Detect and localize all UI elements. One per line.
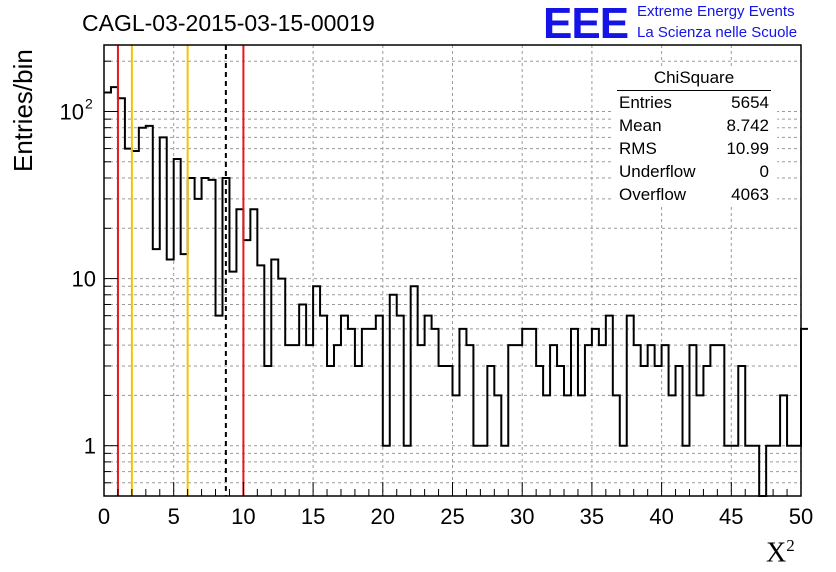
run-title: CAGL-03-2015-03-15-00019 (82, 10, 375, 36)
x-tick-label: 10 (231, 504, 255, 529)
stat-label: Mean (619, 116, 662, 135)
x-tick-label: 5 (168, 504, 180, 529)
x-tick-label: 25 (440, 504, 464, 529)
x-tick-label: 0 (98, 504, 110, 529)
eee-logo: EEE (543, 0, 629, 48)
x-tick-label: 40 (649, 504, 673, 529)
stat-value: 4063 (731, 185, 769, 204)
stat-row-overflow: Overflow 4063 (611, 183, 777, 206)
stat-value: 0 (759, 162, 769, 181)
histogram-steps (104, 86, 808, 497)
stat-row-mean: Mean 8.742 (611, 114, 777, 137)
y-axis-label: Entries/bin (8, 49, 38, 172)
x-tick-label: 45 (719, 504, 743, 529)
stat-label: RMS (619, 139, 657, 158)
y-tick-label: 10 (60, 99, 84, 124)
stat-label: Entries (619, 93, 672, 112)
stats-box: ChiSquare Entries 5654 Mean 8.742 RMS 10.99… (611, 66, 777, 206)
x-tick-label: 35 (580, 504, 604, 529)
y-tick-label-exponent: 2 (85, 95, 93, 111)
stat-value: 10.99 (726, 139, 769, 158)
y-tick-label: 1 (84, 434, 96, 459)
stat-value: 5654 (731, 93, 769, 112)
logo-caption-line2: La Scienza nelle Scuole (637, 24, 798, 41)
stat-label: Overflow (619, 185, 687, 204)
stat-label: Underflow (619, 162, 696, 181)
logo-caption-line1: Extreme Energy Events (637, 3, 795, 20)
x-axis-label: X2 (766, 536, 795, 569)
stat-row-underflow: Underflow 0 (611, 160, 777, 183)
stat-row-entries: Entries 5654 (611, 91, 777, 114)
stats-title: ChiSquare (617, 66, 771, 91)
x-tick-label: 30 (510, 504, 534, 529)
x-tick-label: 50 (789, 504, 813, 529)
x-tick-label: 20 (371, 504, 395, 529)
x-tick-label: 15 (301, 504, 325, 529)
stat-row-rms: RMS 10.99 (611, 137, 777, 160)
stat-value: 8.742 (726, 116, 769, 135)
y-tick-label: 10 (72, 267, 96, 292)
